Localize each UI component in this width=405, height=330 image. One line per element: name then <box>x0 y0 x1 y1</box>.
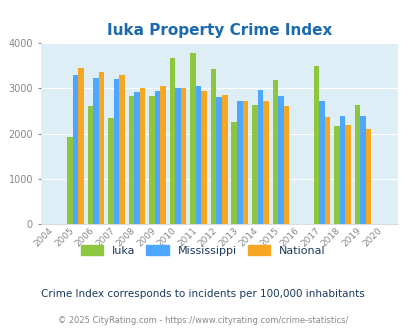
Bar <box>72 75 78 224</box>
Bar <box>134 92 140 224</box>
Bar <box>354 105 359 224</box>
Text: Crime Index corresponds to incidents per 100,000 inhabitants: Crime Index corresponds to incidents per… <box>41 289 364 299</box>
Bar <box>242 101 247 224</box>
Bar <box>154 90 160 224</box>
Bar <box>119 75 125 224</box>
Bar <box>313 66 318 224</box>
Bar <box>78 68 83 224</box>
Bar <box>222 95 227 224</box>
Bar <box>324 117 329 224</box>
Bar <box>67 137 72 224</box>
Bar <box>113 79 119 224</box>
Bar <box>344 125 350 224</box>
Bar <box>231 122 237 224</box>
Bar <box>257 90 262 224</box>
Bar <box>87 106 93 224</box>
Bar <box>190 53 196 224</box>
Bar <box>318 101 324 224</box>
Title: Iuka Property Crime Index: Iuka Property Crime Index <box>106 22 331 38</box>
Bar <box>175 88 181 224</box>
Bar <box>333 126 339 224</box>
Bar <box>160 86 166 224</box>
Bar <box>277 95 283 224</box>
Bar <box>169 58 175 224</box>
Bar <box>283 106 288 224</box>
Bar <box>201 91 207 224</box>
Legend: Iuka, Mississippi, National: Iuka, Mississippi, National <box>76 240 329 260</box>
Bar <box>196 86 201 224</box>
Bar <box>216 97 222 224</box>
Bar <box>108 118 113 224</box>
Bar <box>252 105 257 224</box>
Bar <box>262 101 268 224</box>
Bar <box>128 96 134 224</box>
Bar <box>93 78 98 224</box>
Bar <box>359 116 365 224</box>
Bar <box>365 129 371 224</box>
Bar <box>140 88 145 224</box>
Bar <box>149 96 154 224</box>
Bar <box>211 69 216 224</box>
Bar <box>272 80 277 224</box>
Bar <box>237 101 242 224</box>
Bar <box>339 116 344 224</box>
Text: © 2025 CityRating.com - https://www.cityrating.com/crime-statistics/: © 2025 CityRating.com - https://www.city… <box>58 316 347 325</box>
Bar <box>181 88 186 224</box>
Bar <box>98 72 104 224</box>
